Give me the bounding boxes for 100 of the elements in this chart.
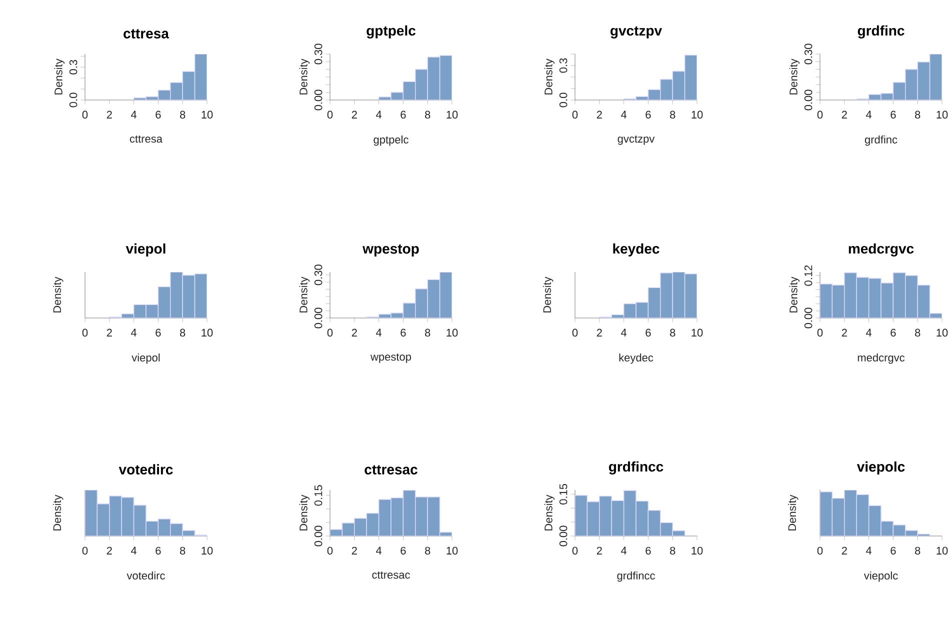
x-tick-label: 8	[425, 328, 430, 337]
x-tick-label: 8	[180, 328, 186, 337]
x-tick-label: 4	[376, 328, 382, 336]
y-tick-label: 0.00	[804, 90, 812, 110]
x-tick-label: 4	[620, 546, 627, 554]
x-tick-label: 0	[82, 110, 88, 119]
y-tick-label: 0.3	[559, 58, 568, 73]
x-tick-label: 2	[842, 546, 847, 554]
x-tick-label: 2	[106, 328, 112, 336]
y-tick-label: 0.30	[804, 44, 812, 64]
x-tick-label: 8	[180, 110, 186, 119]
chart-title: grdfinc	[858, 25, 904, 38]
y-axis-title: Density	[52, 276, 64, 312]
y-axis-title: Density	[789, 276, 800, 312]
y-tick-label: 0.30	[314, 44, 322, 64]
x-tick-label: 6	[400, 328, 406, 337]
x-tick-label: 0	[817, 328, 823, 337]
y-tick-label: 0.12	[804, 265, 812, 286]
chart-title: medcrgvc	[848, 243, 914, 256]
x-tick-label: 0	[327, 546, 333, 555]
x-tick-label: 10	[936, 328, 948, 337]
x-tick-label: 0	[817, 110, 823, 119]
x-tick-label: 10	[446, 110, 458, 119]
x-tick-label: 8	[425, 110, 430, 119]
y-tick-label: 0.00	[314, 526, 322, 546]
x-tick-label: 10	[446, 546, 458, 555]
y-axis-title: Density	[299, 276, 310, 312]
y-axis-title: Density	[299, 494, 310, 530]
x-tick-label: 2	[352, 546, 357, 554]
x-tick-label: 0	[327, 110, 333, 119]
x-tick-label: 10	[202, 328, 213, 337]
chart-title: viepolc	[856, 461, 905, 474]
chart-title: cttresac	[364, 465, 418, 474]
x-tick-label: 2	[352, 328, 357, 336]
x-tick-label: 6	[890, 546, 896, 555]
x-tick-label: 2	[596, 110, 602, 118]
y-tick-label: 0.00	[804, 308, 812, 328]
x-tick-label: 10	[446, 328, 458, 337]
chart-title: votedirc	[118, 464, 173, 474]
x-tick-label: 0	[572, 110, 578, 119]
x-tick-label: 2	[842, 328, 847, 336]
x-axis-title: cttresac	[372, 571, 410, 579]
x-tick-label: 10	[692, 546, 703, 555]
x-tick-label: 6	[646, 328, 651, 337]
x-tick-label: 10	[936, 110, 948, 119]
chart-title: gptpelc	[366, 25, 416, 38]
x-tick-label: 6	[890, 110, 896, 119]
x-tick-label: 0	[82, 328, 88, 337]
x-tick-label: 0	[817, 546, 823, 555]
x-tick-label: 4	[376, 110, 382, 118]
y-axis-title: Density	[52, 494, 64, 530]
x-tick-label: 8	[425, 546, 430, 555]
y-axis-title: Density	[789, 58, 800, 94]
y-axis-title: Density	[299, 58, 310, 94]
x-axis-title: votedirc	[126, 571, 165, 580]
x-tick-label: 8	[915, 546, 920, 555]
y-tick-label: 0.00	[314, 90, 322, 110]
y-axis-title: Density	[544, 494, 555, 530]
x-tick-label: 6	[646, 110, 651, 119]
x-tick-label: 0	[327, 328, 333, 337]
x-tick-label: 6	[400, 110, 406, 119]
x-tick-label: 0	[572, 328, 578, 337]
x-tick-label: 8	[915, 328, 920, 337]
y-axis-title: Density	[54, 58, 65, 94]
x-tick-label: 6	[400, 546, 406, 555]
x-tick-label: 4	[376, 546, 382, 554]
chart-title: wpestop	[362, 244, 419, 256]
x-tick-label: 4	[130, 110, 137, 118]
x-axis-title: grdfinc	[864, 135, 898, 146]
x-axis-title: keydec	[619, 353, 654, 364]
y-tick-label: 0.15	[559, 484, 568, 504]
y-tick-label: 0.00	[559, 526, 568, 546]
x-axis-title: medcrgvc	[858, 353, 905, 364]
x-tick-label: 4	[866, 546, 872, 554]
x-tick-label: 6	[646, 546, 651, 555]
chart-title: cttresa	[124, 29, 170, 38]
x-tick-label: 8	[670, 110, 676, 119]
x-tick-label: 4	[130, 328, 137, 336]
x-tick-label: 8	[670, 546, 676, 555]
x-tick-label: 4	[866, 328, 872, 336]
y-tick-label: 0.3	[69, 60, 78, 74]
chart-title: keydec	[613, 243, 660, 256]
x-tick-label: 2	[596, 328, 602, 336]
y-axis-title: Density	[788, 494, 798, 530]
x-axis-title: gvctzpv	[618, 135, 655, 145]
chart-title: viepol	[126, 243, 166, 256]
x-tick-label: 10	[202, 110, 213, 119]
x-tick-label: 8	[915, 110, 920, 119]
x-axis-title: cttresa	[130, 135, 163, 143]
x-tick-label: 6	[156, 110, 161, 119]
x-tick-label: 2	[352, 110, 357, 118]
y-tick-label: 0.00	[314, 308, 322, 328]
x-tick-label: 10	[202, 546, 213, 555]
x-tick-label: 2	[842, 110, 847, 118]
x-axis-title: gptpelc	[374, 135, 408, 146]
x-tick-label: 8	[670, 328, 676, 337]
x-axis-title: viepolc	[864, 571, 898, 582]
y-tick-label: 0.0	[559, 92, 568, 108]
x-tick-label: 4	[866, 110, 872, 118]
x-tick-label: 10	[936, 546, 948, 555]
